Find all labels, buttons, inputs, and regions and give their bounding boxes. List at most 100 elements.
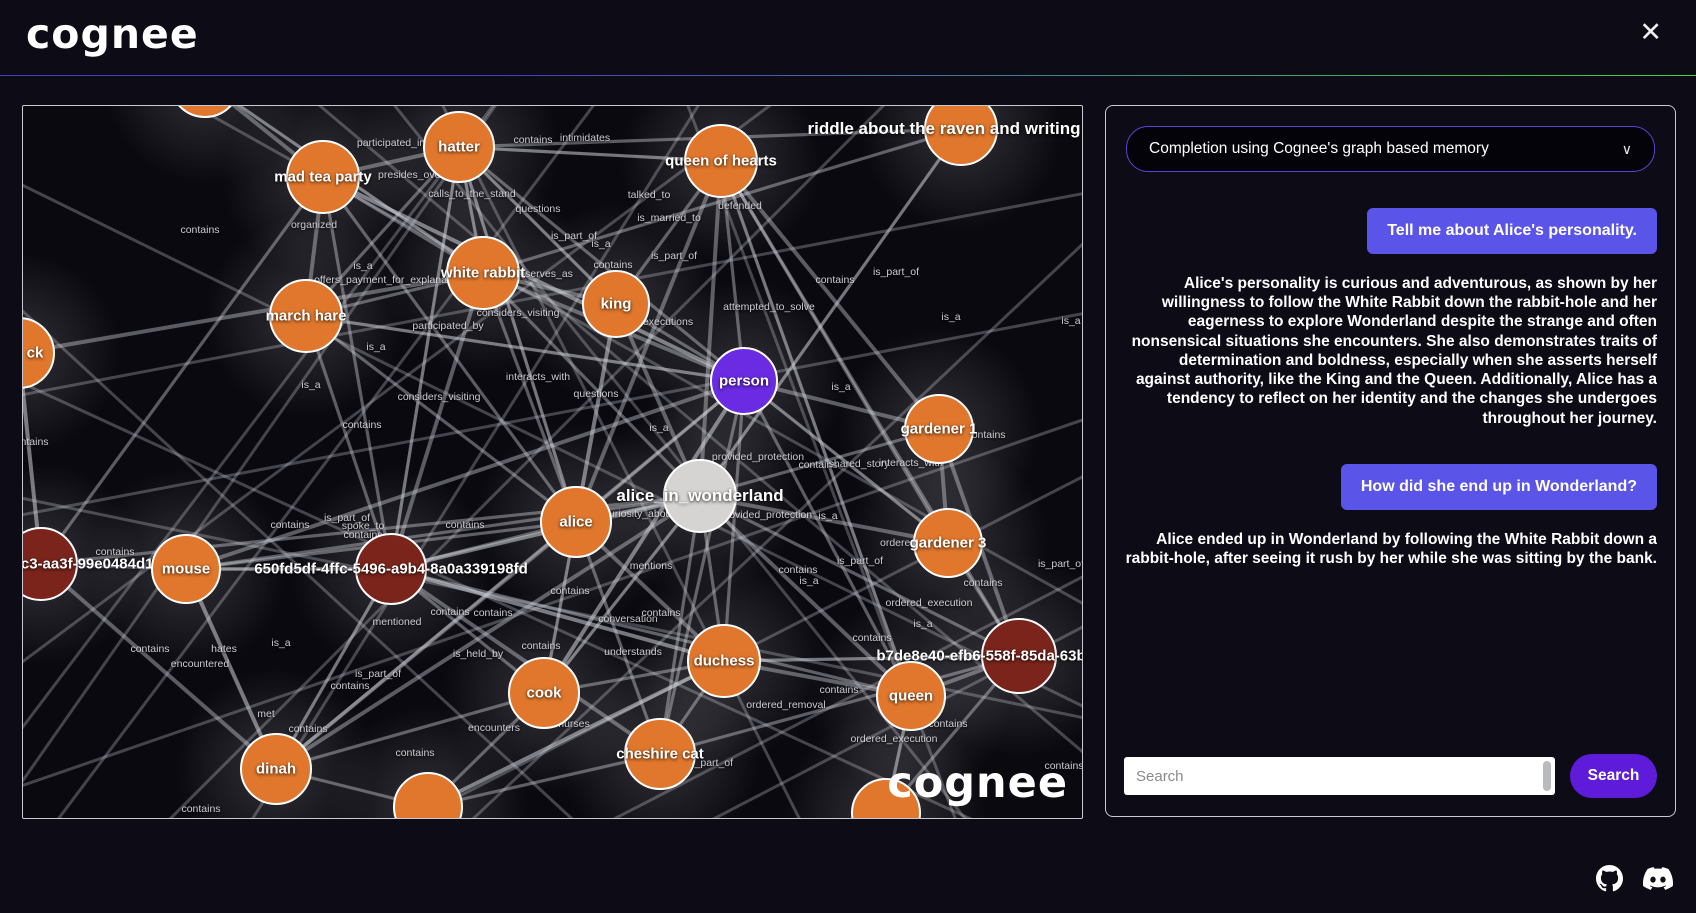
graph-edge [275,691,545,771]
graph-node-dinah[interactable] [240,733,312,805]
graph-edge [698,160,723,497]
graph-edge [317,106,1082,754]
graph-edge [185,379,745,571]
graph-node-mouse[interactable] [151,534,221,604]
discord-icon[interactable] [1643,867,1673,890]
graph-edge [23,192,1082,397]
search-button[interactable]: Search [1570,754,1657,798]
graph-edge [481,272,578,523]
graph-edge [698,494,913,698]
graph-edge [658,380,746,755]
graph-edge [458,145,722,163]
graph-edge [304,145,461,318]
graph-edges [23,106,1082,818]
graph-edge [722,380,746,662]
graph-edge [389,272,485,570]
graph-node-duchess[interactable] [687,624,761,698]
graph-edge [274,379,746,771]
graph-node-mad-tea-party[interactable] [286,140,360,214]
user-message-bubble[interactable]: How did she end up in Wonderland? [1340,463,1657,510]
graph-edge [699,494,1020,658]
graph-node-hatter[interactable] [423,111,495,183]
header: cognee ✕ [0,0,1696,75]
graph-edge [574,303,618,523]
graph-edge [23,106,497,783]
graph-node-king[interactable] [582,270,650,338]
graph-edge [23,183,1082,708]
chevron-down-icon: ∨ [1621,140,1632,157]
graph-edge [719,160,950,544]
graph-edge [612,575,1082,818]
graph-edge [427,659,725,809]
close-icon[interactable]: ✕ [1633,18,1668,47]
graph-edge [57,106,595,818]
graph-edge [659,654,1020,756]
graph-edge [274,520,578,771]
graph-edge [719,160,1021,657]
graph-edge [719,159,941,431]
graph-edge [441,106,801,818]
graph-edge [390,567,725,663]
graph-node-queen-of-hearts[interactable] [684,124,758,198]
graph-panel[interactable]: participated_in contains intimidates presid… [22,105,1083,819]
graph-edge [742,380,913,697]
graph-edge [743,379,949,545]
graph-edge [457,146,578,523]
graph-node-queen[interactable] [876,661,946,731]
user-message-bubble[interactable]: Tell me about Alice's personality. [1367,208,1657,254]
graph-edge [23,106,495,730]
graph-node-person[interactable] [710,347,778,415]
graph-edge [39,562,278,771]
graph-edge [457,145,746,383]
input-scrollbar[interactable] [1543,761,1551,791]
assistant-answer: Alice ended up in Wonderland by followin… [1125,530,1657,567]
footer-icons [1596,865,1673,892]
graph-edge [471,242,1082,818]
graph-edge [574,160,723,523]
github-icon[interactable] [1596,865,1623,892]
graph-edge [574,521,662,755]
graph-edge [304,315,393,570]
graph-edge [168,106,886,818]
graph-node-cook[interactable] [508,657,580,729]
graph-node-gardener-1[interactable] [904,394,974,464]
graph-edge [542,495,702,694]
graph-edge [481,271,702,498]
graph-node-gardener-3[interactable] [913,508,983,578]
graph-edge [251,106,700,818]
graph-edge [23,106,772,664]
graph-node-alice-in-wonderland[interactable] [663,459,737,533]
graph-edge [321,176,578,523]
graph-edge [457,145,618,306]
graph-edge [723,654,1020,663]
graph-node-cheshire-cat[interactable] [624,718,696,790]
memory-mode-dropdown[interactable]: Completion using Cognee's graph based me… [1126,126,1655,172]
dropdown-selected-value: Completion using Cognee's graph based me… [1149,140,1489,157]
graph-edge [542,379,746,695]
graph-edge [305,314,745,383]
graph-edge [321,176,393,570]
search-input[interactable] [1124,757,1555,795]
graph-edge [274,568,393,770]
search-row: Search [1124,754,1657,798]
graph-edge [390,567,912,698]
graph-edge [305,314,577,524]
graph-edge [389,146,461,570]
graph-node-march-hare[interactable] [269,279,343,353]
graph-node-riddle[interactable] [924,106,998,166]
header-divider [0,75,1696,76]
graph-node-white-rabbit[interactable] [446,236,520,310]
graph-edge [719,160,913,697]
graph-node-uuid-650[interactable] [355,533,427,605]
graph-edge [698,128,963,497]
graph-node-alice[interactable] [540,486,612,558]
cognee-logo: cognee [26,10,199,58]
chat-panel: Completion using Cognee's graph based me… [1105,105,1676,817]
graph-node-uuid-b7[interactable] [981,618,1057,694]
graph-watermark: cognee [887,758,1068,808]
graph-edge [686,106,957,818]
search-input-wrapper [1124,757,1555,795]
graph-edge [699,427,940,498]
assistant-answer: Alice's personality is curious and adven… [1131,275,1657,427]
